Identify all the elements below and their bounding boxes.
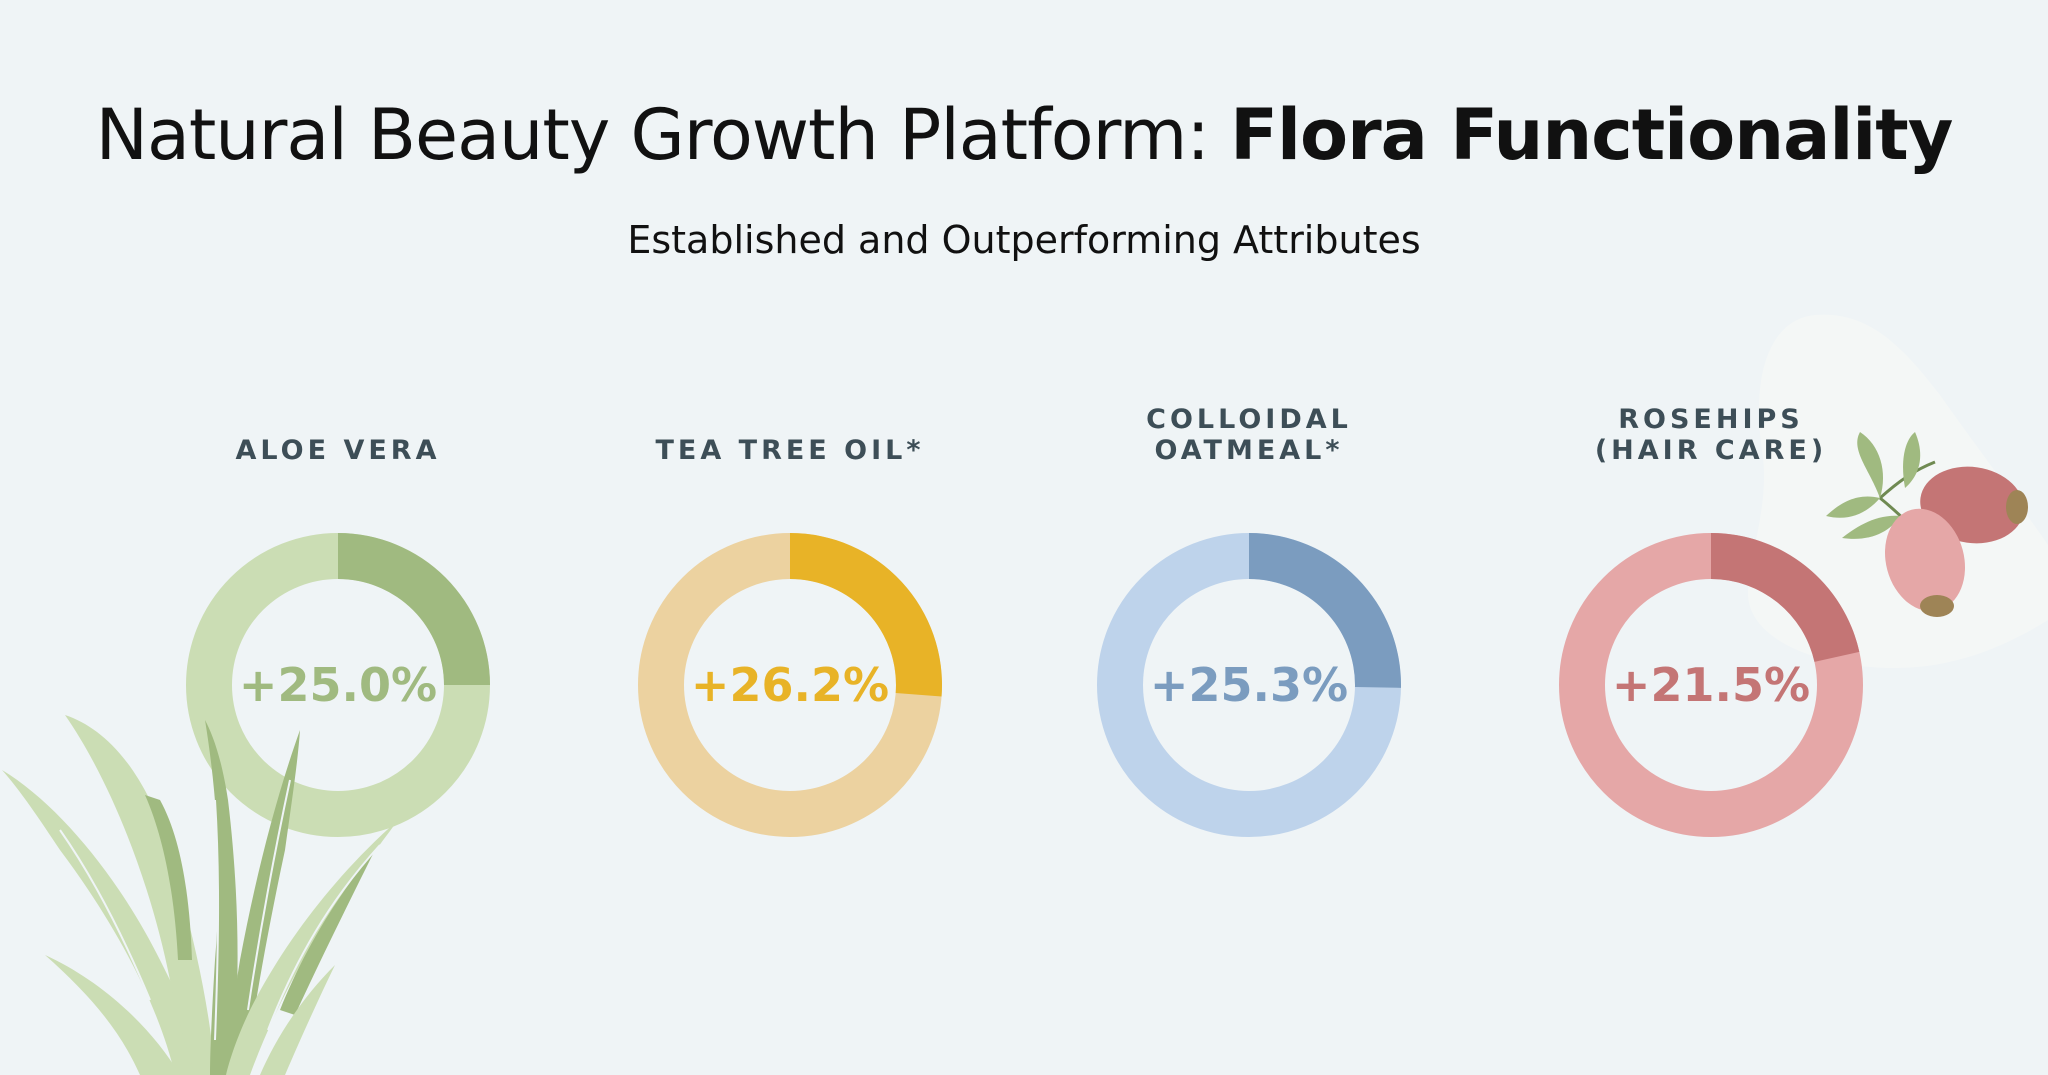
leaf-shape — [1857, 432, 1884, 498]
aloe-leaf — [280, 850, 375, 1015]
category-label-tea-tree-oil: TEA TREE OIL* — [590, 435, 990, 466]
donut-value-label-aloe-vera: +25.0% — [239, 658, 437, 712]
leaf-shape — [1903, 432, 1921, 488]
category-label-line: ALOE VERA — [235, 435, 441, 466]
aloe-leaf — [45, 955, 180, 1075]
rosehip-backdrop-blob — [1747, 314, 2048, 668]
category-label-colloidal-oatmeal: COLLOIDAL OATMEAL* — [1049, 404, 1449, 466]
aloe-leaf — [222, 730, 300, 1075]
category-label-line: (HAIR CARE) — [1594, 435, 1828, 466]
rosehip-berry-tip — [2006, 490, 2028, 524]
aloe-leaf — [205, 720, 238, 1075]
category-label-line: ROSEHIPS — [1618, 404, 1804, 435]
donut-slice-rosehips-hair-care — [1711, 533, 1860, 662]
leaf-shape — [1826, 496, 1880, 518]
donut-value-label-colloidal-oatmeal: +25.3% — [1150, 658, 1348, 712]
rosehip-berry — [1884, 508, 1966, 612]
rosehip-berry-tip — [1920, 595, 1954, 617]
aloe-leaf — [145, 795, 192, 960]
aloe-leaf — [65, 715, 215, 1075]
donut-value-label-tea-tree-oil: +26.2% — [691, 658, 889, 712]
page-title: Natural Beauty Growth Platform: Flora Fu… — [0, 90, 2048, 180]
donut-slice-tea-tree-oil — [790, 533, 942, 697]
page-subtitle: Established and Outperforming Attributes — [627, 218, 1421, 262]
category-label-line: TEA TREE OIL* — [655, 435, 925, 466]
aloe-leaf — [226, 820, 398, 1075]
category-label-rosehips-hair-care: ROSEHIPS (HAIR CARE) — [1511, 404, 1911, 466]
rosehip-berries-illustration — [1826, 432, 2028, 617]
category-label-line: COLLOIDAL — [1146, 404, 1352, 435]
aloe-leaf — [2, 770, 215, 1075]
donut-slice-colloidal-oatmeal — [1249, 533, 1401, 688]
aloe-leaf — [260, 965, 335, 1075]
category-label-aloe-vera: ALOE VERA — [138, 435, 538, 466]
donut-slice-aloe-vera — [338, 533, 490, 685]
category-label-line: OATMEAL* — [1154, 435, 1344, 466]
title-regular-part: Natural Beauty Growth Platform: — [95, 94, 1231, 176]
donut-value-label-rosehips-hair-care: +21.5% — [1612, 658, 1810, 712]
leaf-shape — [1842, 515, 1900, 539]
title-bold-part: Flora Functionality — [1230, 94, 1953, 176]
